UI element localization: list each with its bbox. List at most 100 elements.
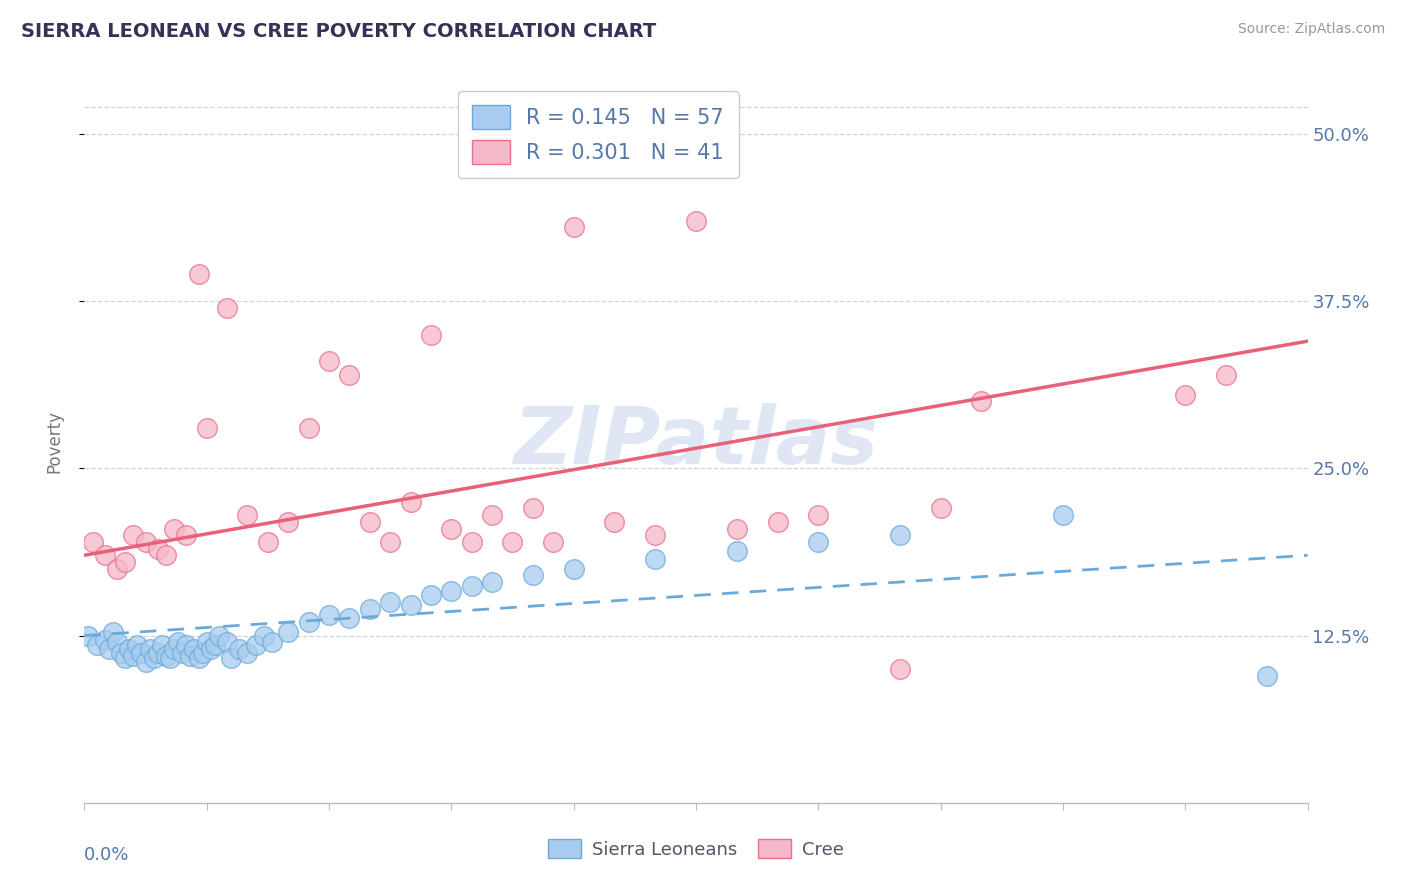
Point bbox=[399, 598, 422, 612]
Point bbox=[298, 421, 321, 435]
Point bbox=[204, 638, 226, 652]
Point bbox=[339, 368, 361, 382]
Point bbox=[93, 548, 115, 563]
Point bbox=[1256, 669, 1278, 683]
Point bbox=[380, 534, 402, 549]
Point bbox=[97, 642, 120, 657]
Point bbox=[603, 515, 626, 529]
Point bbox=[155, 548, 177, 563]
Point bbox=[339, 611, 361, 625]
Point bbox=[260, 635, 283, 649]
Point bbox=[807, 534, 830, 549]
Point bbox=[253, 628, 276, 642]
Point bbox=[889, 528, 911, 542]
Point bbox=[135, 655, 157, 669]
Point bbox=[82, 534, 104, 549]
Point bbox=[174, 638, 197, 652]
Point bbox=[179, 648, 201, 663]
Point bbox=[502, 534, 524, 549]
Point bbox=[159, 651, 181, 665]
Point bbox=[359, 515, 381, 529]
Point bbox=[105, 562, 128, 576]
Point bbox=[1174, 387, 1197, 401]
Point bbox=[440, 584, 463, 599]
Point bbox=[191, 646, 214, 660]
Point bbox=[929, 501, 952, 516]
Point bbox=[766, 515, 789, 529]
Point bbox=[380, 595, 402, 609]
Point bbox=[200, 642, 222, 657]
Point bbox=[543, 534, 565, 549]
Text: ZIPatlas: ZIPatlas bbox=[513, 402, 879, 481]
Text: SIERRA LEONEAN VS CREE POVERTY CORRELATION CHART: SIERRA LEONEAN VS CREE POVERTY CORRELATI… bbox=[21, 22, 657, 41]
Text: 0.0%: 0.0% bbox=[84, 847, 129, 864]
Point bbox=[228, 642, 250, 657]
Point bbox=[114, 555, 136, 569]
Point bbox=[399, 494, 422, 508]
Point bbox=[138, 642, 160, 657]
Point bbox=[257, 534, 280, 549]
Point bbox=[174, 528, 197, 542]
Point bbox=[481, 508, 503, 523]
Point bbox=[93, 632, 115, 647]
Point bbox=[889, 662, 911, 676]
Point bbox=[685, 214, 707, 228]
Point bbox=[236, 646, 259, 660]
Point bbox=[146, 646, 169, 660]
Point bbox=[236, 508, 259, 523]
Point bbox=[155, 648, 177, 663]
Point bbox=[318, 354, 340, 368]
Point bbox=[522, 501, 544, 516]
Point bbox=[1215, 368, 1237, 382]
Point bbox=[127, 638, 149, 652]
Point bbox=[562, 220, 585, 235]
Point bbox=[219, 651, 242, 665]
Point bbox=[114, 651, 136, 665]
Point bbox=[187, 268, 209, 282]
Point bbox=[522, 568, 544, 582]
Point bbox=[217, 635, 239, 649]
Point bbox=[644, 552, 666, 566]
Point bbox=[440, 521, 463, 535]
Legend: Sierra Leoneans, Cree: Sierra Leoneans, Cree bbox=[541, 832, 851, 866]
Point bbox=[725, 544, 748, 558]
Point bbox=[1052, 508, 1074, 523]
Point bbox=[131, 646, 153, 660]
Point bbox=[277, 515, 299, 529]
Point bbox=[142, 651, 165, 665]
Point bbox=[135, 534, 157, 549]
Point bbox=[277, 624, 299, 639]
Point bbox=[110, 646, 132, 660]
Point bbox=[77, 628, 100, 642]
Point bbox=[195, 421, 218, 435]
Point bbox=[187, 651, 209, 665]
Point bbox=[318, 608, 340, 623]
Point bbox=[420, 589, 443, 603]
Point bbox=[105, 635, 128, 649]
Point bbox=[163, 521, 186, 535]
Y-axis label: Poverty: Poverty bbox=[45, 410, 63, 473]
Point bbox=[183, 642, 205, 657]
Point bbox=[359, 602, 381, 616]
Point bbox=[461, 579, 484, 593]
Point bbox=[420, 327, 443, 342]
Point bbox=[208, 628, 231, 642]
Point bbox=[298, 615, 321, 630]
Point bbox=[86, 638, 108, 652]
Point bbox=[562, 562, 585, 576]
Text: Source: ZipAtlas.com: Source: ZipAtlas.com bbox=[1237, 22, 1385, 37]
Point bbox=[146, 541, 169, 556]
Point bbox=[461, 534, 484, 549]
Point bbox=[101, 624, 124, 639]
Point bbox=[122, 648, 145, 663]
Point bbox=[167, 635, 190, 649]
Point bbox=[122, 528, 145, 542]
Point bbox=[172, 646, 194, 660]
Point bbox=[163, 642, 186, 657]
Point bbox=[150, 638, 173, 652]
Point bbox=[118, 642, 141, 657]
Point bbox=[195, 635, 218, 649]
Point bbox=[217, 301, 239, 315]
Point bbox=[807, 508, 830, 523]
Point bbox=[970, 394, 993, 409]
